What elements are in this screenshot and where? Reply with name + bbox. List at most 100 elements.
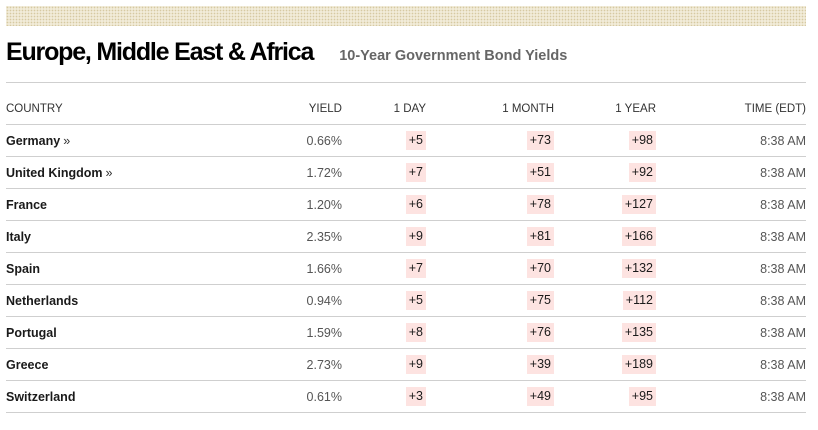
change-1-year-cell: +189 [554, 348, 656, 381]
update-time: 8:38 AM [656, 124, 806, 157]
change-1-month-badge: +73 [526, 131, 554, 150]
update-time: 8:38 AM [656, 252, 806, 285]
change-1-year-cell: +98 [554, 124, 656, 157]
change-1-year-cell: +95 [554, 380, 656, 413]
country-name: Portugal [6, 325, 57, 340]
table-row: Spain 1.66% +7 +70 +132 8:38 AM [6, 252, 806, 285]
update-time: 8:38 AM [656, 380, 806, 413]
change-1-day-cell: +5 [342, 284, 426, 317]
country-cell: France [6, 188, 186, 221]
change-1-day-cell: +5 [342, 124, 426, 157]
country-cell: Italy [6, 220, 186, 253]
header-divider [6, 82, 806, 83]
change-1-day-cell: +9 [342, 220, 426, 253]
header-pattern-band [6, 6, 806, 26]
change-1-year-cell: +127 [554, 188, 656, 221]
table-row: Italy 2.35% +9 +81 +166 8:38 AM [6, 220, 806, 253]
page-title: Europe, Middle East & Africa [6, 38, 314, 66]
change-1-month-badge: +78 [526, 195, 554, 214]
yield-value: 1.59% [186, 316, 342, 349]
change-1-year-badge: +95 [628, 387, 656, 406]
country-cell: Spain [6, 252, 186, 285]
change-1-day-cell: +6 [342, 188, 426, 221]
change-1-year-badge: +92 [628, 163, 656, 182]
country-name: Netherlands [6, 293, 79, 308]
change-1-year-cell: +92 [554, 156, 656, 189]
country-name[interactable]: Germany [6, 133, 61, 148]
change-1-month-badge: +39 [526, 355, 554, 374]
change-1-year-badge: +189 [621, 355, 656, 374]
country-name: Italy [6, 229, 32, 244]
change-1-year-badge: +166 [621, 227, 656, 246]
change-1-month-cell: +73 [426, 124, 554, 157]
yield-value: 1.20% [186, 188, 342, 221]
table-row[interactable]: United Kingdom» 1.72% +7 +51 +92 8:38 AM [6, 156, 806, 189]
column-header-1-year: 1 YEAR [554, 94, 656, 125]
change-1-month-cell: +76 [426, 316, 554, 349]
change-1-month-badge: +81 [526, 227, 554, 246]
change-1-month-badge: +75 [526, 291, 554, 310]
change-1-day-badge: +7 [405, 259, 426, 278]
column-header-1-month: 1 MONTH [426, 94, 554, 125]
change-1-day-badge: +8 [405, 323, 426, 342]
change-1-day-badge: +9 [405, 227, 426, 246]
page-header: Europe, Middle East & Africa 10-Year Gov… [6, 38, 806, 78]
column-header-yield: YIELD [186, 94, 342, 125]
change-1-day-badge: +5 [405, 291, 426, 310]
change-1-day-cell: +7 [342, 156, 426, 189]
table-row: Netherlands 0.94% +5 +75 +112 8:38 AM [6, 284, 806, 317]
change-1-year-cell: +132 [554, 252, 656, 285]
yield-value: 1.66% [186, 252, 342, 285]
chevron-right-icon[interactable]: » [105, 165, 113, 180]
change-1-year-cell: +112 [554, 284, 656, 317]
chevron-right-icon[interactable]: » [63, 133, 71, 148]
country-cell[interactable]: Germany» [6, 124, 186, 157]
change-1-day-badge: +6 [405, 195, 426, 214]
table-row: Portugal 1.59% +8 +76 +135 8:38 AM [6, 316, 806, 349]
yield-value: 0.61% [186, 380, 342, 413]
change-1-year-cell: +166 [554, 220, 656, 253]
change-1-day-cell: +9 [342, 348, 426, 381]
change-1-day-cell: +7 [342, 252, 426, 285]
change-1-month-badge: +49 [526, 387, 554, 406]
yield-value: 0.66% [186, 124, 342, 157]
change-1-year-cell: +135 [554, 316, 656, 349]
change-1-month-cell: +70 [426, 252, 554, 285]
change-1-day-cell: +8 [342, 316, 426, 349]
change-1-year-badge: +127 [621, 195, 656, 214]
change-1-day-badge: +9 [405, 355, 426, 374]
country-name: Spain [6, 261, 41, 276]
column-header-country: COUNTRY [6, 94, 186, 125]
update-time: 8:38 AM [656, 156, 806, 189]
table-header-row: COUNTRY YIELD 1 DAY 1 MONTH 1 YEAR TIME … [6, 94, 806, 125]
table-row[interactable]: Germany» 0.66% +5 +73 +98 8:38 AM [6, 124, 806, 157]
change-1-month-badge: +70 [526, 259, 554, 278]
update-time: 8:38 AM [656, 316, 806, 349]
table-row: Greece 2.73% +9 +39 +189 8:38 AM [6, 348, 806, 381]
change-1-year-badge: +135 [621, 323, 656, 342]
country-name: France [6, 197, 47, 212]
change-1-month-cell: +75 [426, 284, 554, 317]
column-header-time: TIME (EDT) [656, 94, 806, 125]
country-cell[interactable]: United Kingdom» [6, 156, 186, 189]
change-1-month-cell: +49 [426, 380, 554, 413]
country-cell: Greece [6, 348, 186, 381]
table-row: France 1.20% +6 +78 +127 8:38 AM [6, 188, 806, 221]
country-name: Switzerland [6, 389, 76, 404]
update-time: 8:38 AM [656, 220, 806, 253]
bond-yields-table: COUNTRY YIELD 1 DAY 1 MONTH 1 YEAR TIME … [6, 94, 806, 413]
change-1-month-cell: +51 [426, 156, 554, 189]
change-1-day-badge: +5 [405, 131, 426, 150]
change-1-year-badge: +98 [628, 131, 656, 150]
country-cell: Netherlands [6, 284, 186, 317]
country-name[interactable]: United Kingdom [6, 165, 103, 180]
yield-value: 1.72% [186, 156, 342, 189]
change-1-year-badge: +132 [621, 259, 656, 278]
update-time: 8:38 AM [656, 284, 806, 317]
table-row: Switzerland 0.61% +3 +49 +95 8:38 AM [6, 380, 806, 413]
update-time: 8:38 AM [656, 188, 806, 221]
change-1-day-badge: +3 [405, 387, 426, 406]
page-subtitle: 10-Year Government Bond Yields [339, 48, 568, 64]
yield-value: 0.94% [186, 284, 342, 317]
change-1-month-cell: +39 [426, 348, 554, 381]
